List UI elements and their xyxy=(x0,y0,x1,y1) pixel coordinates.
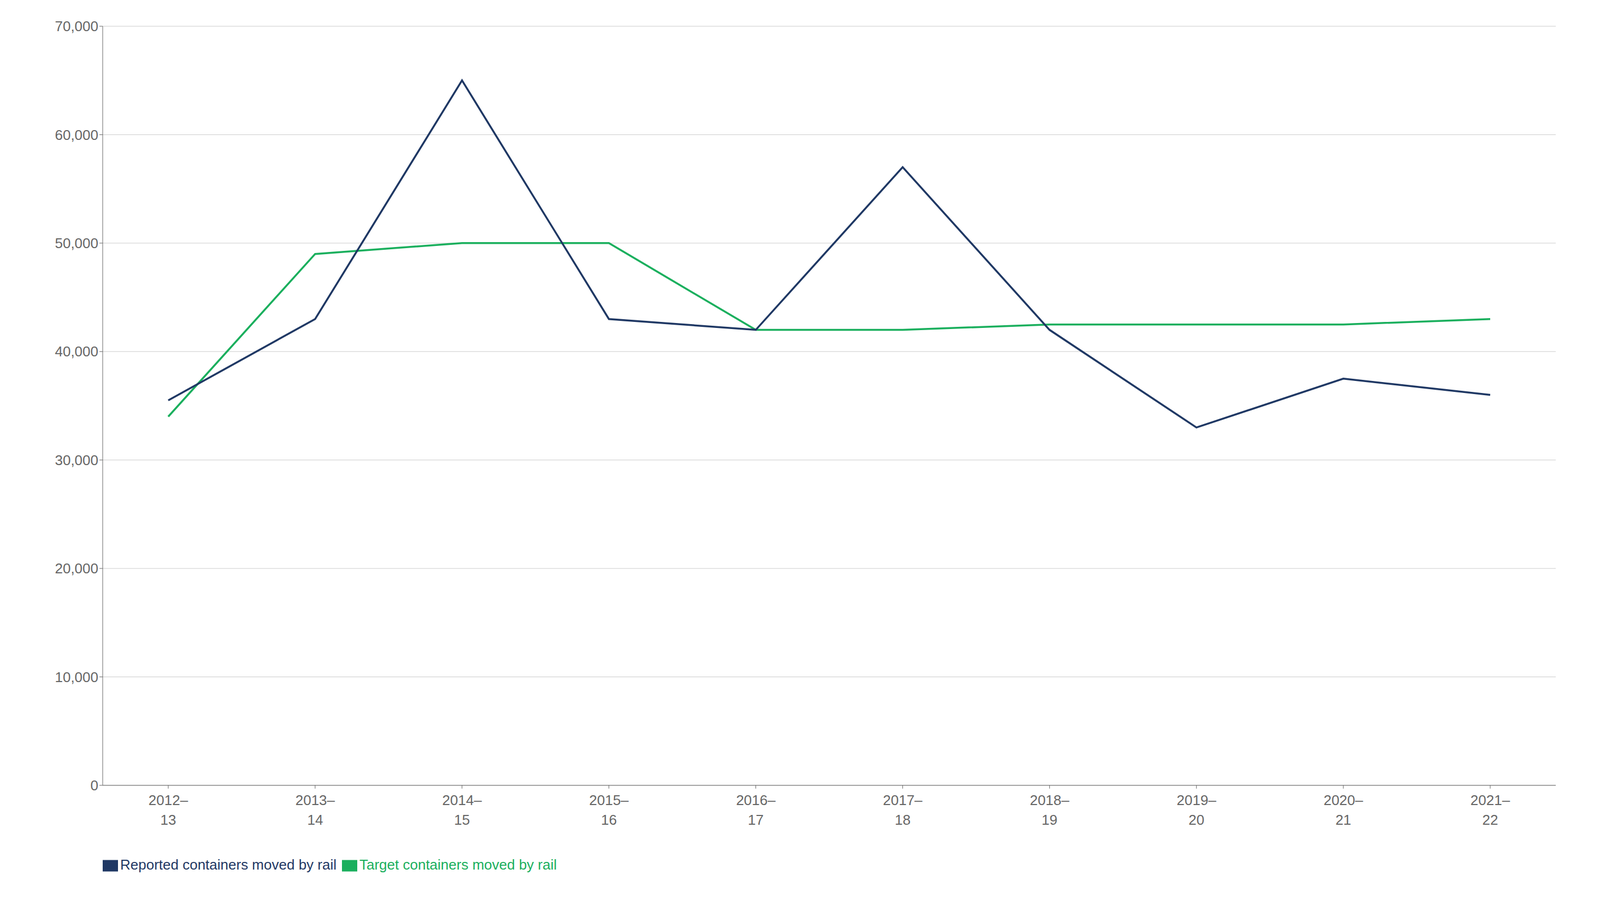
svg-text:20,000: 20,000 xyxy=(54,559,99,577)
svg-text:60,000: 60,000 xyxy=(54,126,99,144)
svg-text:30,000: 30,000 xyxy=(54,451,99,469)
svg-text:50,000: 50,000 xyxy=(54,234,99,252)
html-text:Reported containers moved by r: Reported containers moved by rail xyxy=(120,855,337,873)
svg-text:70,000: 70,000 xyxy=(54,18,99,35)
svg-text:2012–13: 2012–13 xyxy=(148,791,189,828)
svg-text:2014–15: 2014–15 xyxy=(442,791,483,828)
svg-text:0: 0 xyxy=(90,776,99,794)
svg-text:40,000: 40,000 xyxy=(54,343,99,360)
svg-text:2017–18: 2017–18 xyxy=(882,791,923,828)
svg-text:2021–22: 2021–22 xyxy=(1470,791,1511,828)
svg-text:2016–17: 2016–17 xyxy=(735,791,776,828)
svg-text:2020–21: 2020–21 xyxy=(1323,791,1364,828)
svg-text:2013–14: 2013–14 xyxy=(295,791,336,828)
html-text:Target containers moved by rai: Target containers moved by rail xyxy=(359,855,557,873)
svg-text:2015–16: 2015–16 xyxy=(589,791,630,828)
svg-text:2019–20: 2019–20 xyxy=(1176,791,1217,828)
svg-text:10,000: 10,000 xyxy=(54,668,99,686)
svg-text:2018–19: 2018–19 xyxy=(1029,791,1070,828)
